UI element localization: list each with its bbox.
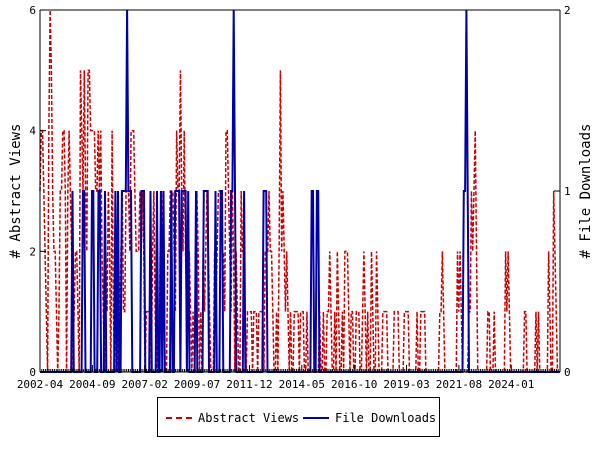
- legend-swatch-file-downloads: [303, 417, 329, 419]
- legend-swatch-abstract-views: [166, 417, 192, 419]
- ticks-layer: 2002-04 2004-09 2007-02 2009-07 2011-12 2014-…: [17, 4, 571, 391]
- x-tick-label: 2016-10: [331, 378, 377, 391]
- legend-item-file-downloads: File Downloads: [303, 410, 436, 426]
- y-left-tick-label: 4: [29, 125, 36, 138]
- x-tick-label: 2011-12: [226, 378, 272, 391]
- legend: Abstract Views File Downloads: [157, 397, 440, 437]
- x-tick-label: 2024-01: [488, 378, 534, 391]
- x-tick-label: 2009-07: [174, 378, 220, 391]
- y-left-tick-label: 2: [29, 245, 36, 258]
- legend-item-abstract-views: Abstract Views: [166, 410, 299, 426]
- y-left-axis-title: # Abstract Views: [8, 124, 24, 259]
- y-right-tick-label: 1: [564, 185, 571, 198]
- x-tick-label: 2002-04: [17, 378, 64, 391]
- legend-label-file-downloads: File Downloads: [335, 411, 437, 425]
- x-tick-label: 2004-09: [69, 378, 115, 391]
- y-right-tick-label: 2: [564, 4, 571, 17]
- legend-label-abstract-views: Abstract Views: [198, 411, 300, 425]
- x-tick-label: 2021-08: [436, 378, 482, 391]
- y-right-axis-title: # File Downloads: [578, 124, 594, 259]
- y-left-tick-label: 6: [29, 4, 36, 17]
- y-right-tick-label: 0: [564, 366, 571, 379]
- x-tick-label: 2014-05: [279, 378, 325, 391]
- x-tick-label: 2007-02: [122, 378, 168, 391]
- y-left-tick-label: 0: [29, 366, 36, 379]
- x-tick-label: 2019-03: [383, 378, 429, 391]
